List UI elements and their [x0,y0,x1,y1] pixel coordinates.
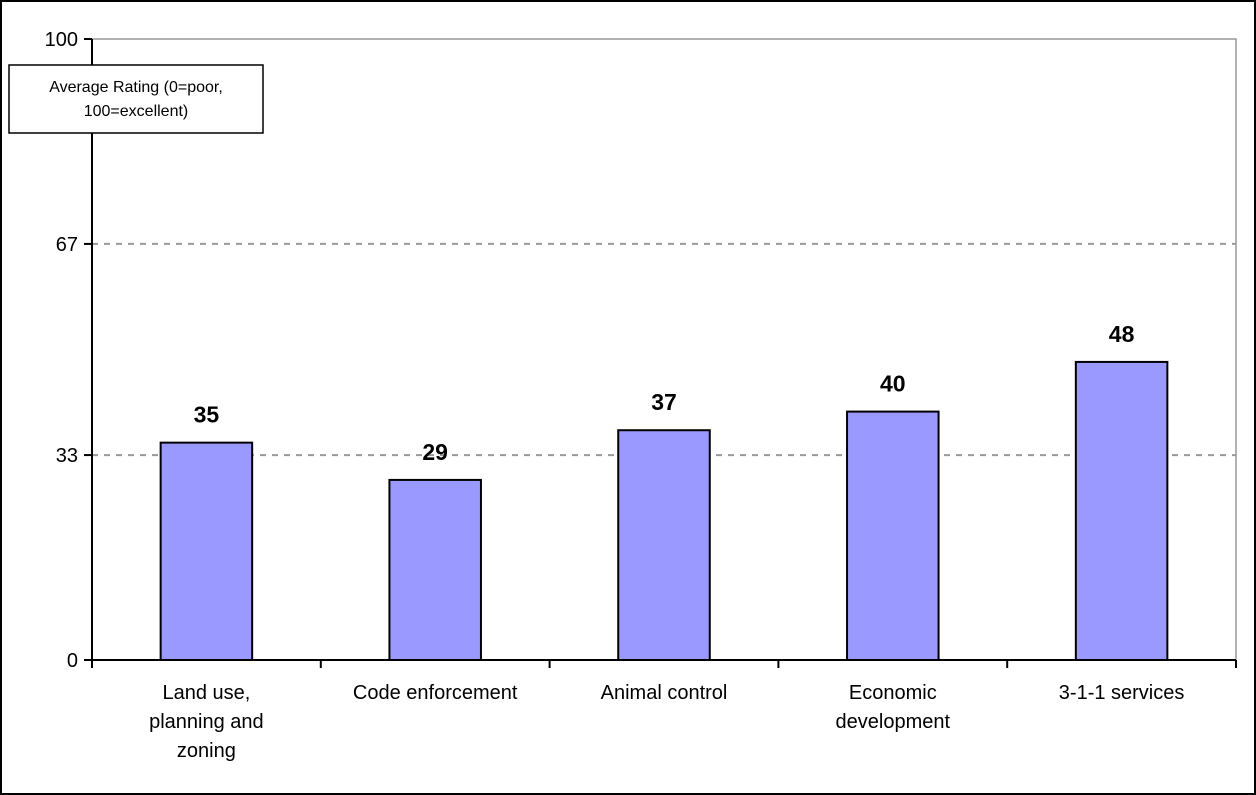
category-label-4: 3-1-1 services [1059,682,1185,704]
bar-0 [159,441,254,661]
labels: 35 29 37 40 48 0 33 67 100 Land use, planning and z… [45,29,1185,762]
y-tick-label-3: 100 [45,29,78,51]
category-label-1: Code enforcement [353,682,518,704]
y-axis-label-frame [8,64,264,134]
data-label-4: 48 [1109,321,1135,347]
category-label-0: Land use, planning and zoning [149,682,264,762]
bar-2 [617,429,711,662]
category-label-3: Economic development [836,682,951,733]
y-axis-label-line-2: 100=excellent) [84,103,189,120]
gridlines [92,242,1236,457]
y-tick-label-0: 0 [67,650,78,672]
axes [84,38,1237,668]
category-label-2: Animal control [601,682,728,704]
data-label-3: 40 [880,371,906,397]
y-tick-label-2: 67 [56,234,78,256]
data-label-2: 37 [651,389,677,415]
y-axis-label-line-1: Average Rating (0=poor, [49,79,223,96]
bar-4 [1074,360,1169,661]
bar-3 [846,410,940,661]
y-tick-label-1: 33 [56,445,78,467]
data-label-1: 29 [422,439,448,465]
bar-1 [388,478,482,661]
y-axis-label-box: Average Rating (0=poor, 100=excellent) [8,64,264,134]
bars [159,360,1169,662]
data-label-0: 35 [194,402,220,428]
